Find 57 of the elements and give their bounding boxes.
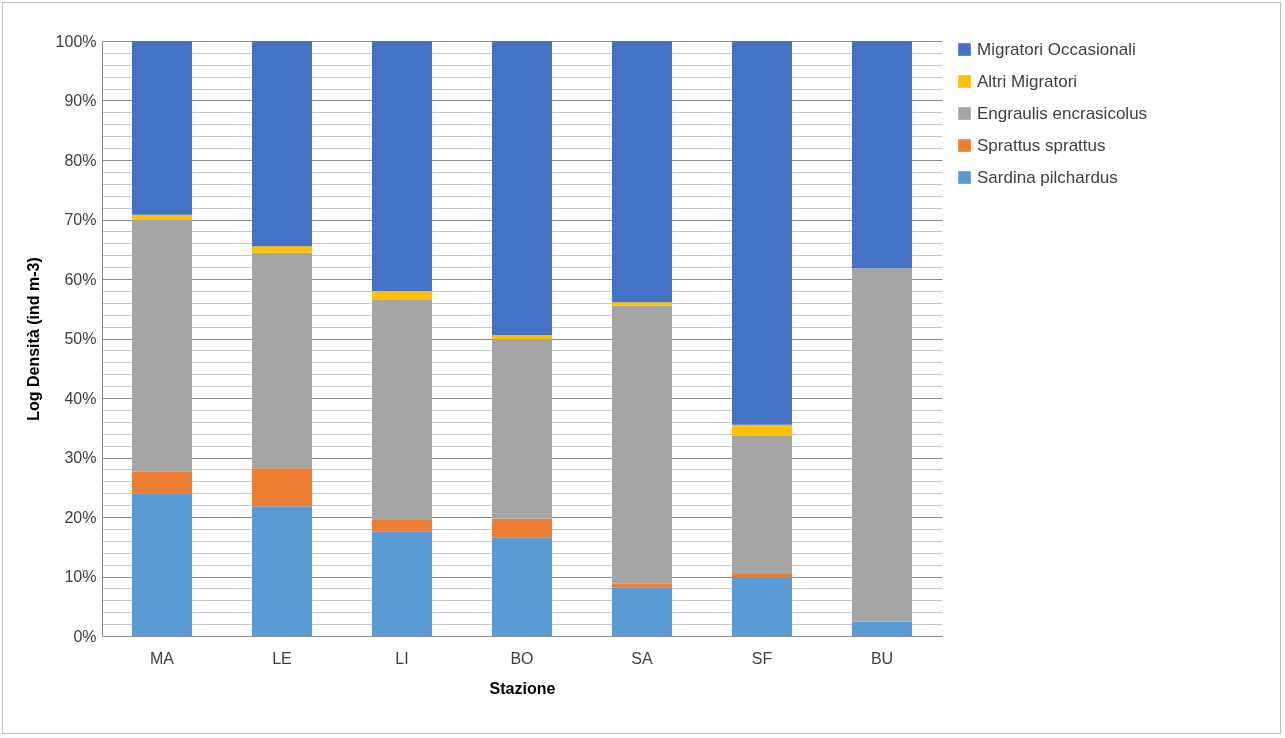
legend-label: Sprattus sprattus xyxy=(977,135,1106,155)
y-tick-label: 90% xyxy=(64,92,97,109)
x-axis-title: Stazione xyxy=(489,679,556,697)
bar xyxy=(612,587,672,636)
bar xyxy=(612,41,672,303)
bar xyxy=(252,246,312,253)
bar xyxy=(732,41,792,425)
y-tick-label: 100% xyxy=(55,32,97,50)
y-axis-title: Log Densità (ind m-3) xyxy=(24,257,42,421)
legend-label: Engraulis encrasicolus xyxy=(977,103,1148,123)
x-tick-label: BO xyxy=(510,649,534,667)
legend-label: Migratori Occasionali xyxy=(977,39,1136,59)
y-tick-label: 20% xyxy=(64,508,97,526)
bar xyxy=(732,424,792,437)
bar xyxy=(372,519,432,532)
bar xyxy=(852,621,912,636)
bar xyxy=(132,220,192,472)
bar xyxy=(492,41,552,335)
bar xyxy=(132,214,192,221)
y-tick-label: 10% xyxy=(64,568,97,585)
y-tick-label: 0% xyxy=(73,627,97,645)
bar xyxy=(612,305,672,584)
x-tick-label: SA xyxy=(631,649,653,667)
y-tick-label: 50% xyxy=(64,330,97,347)
x-tick-label: MA xyxy=(150,649,175,667)
bar xyxy=(852,41,912,269)
bar xyxy=(132,41,192,215)
bar xyxy=(612,302,672,306)
bar xyxy=(732,574,792,578)
bar xyxy=(132,493,192,636)
bar xyxy=(372,290,432,300)
y-tick-label: 80% xyxy=(64,151,97,169)
legend-label: Sardina pilchardus xyxy=(977,167,1118,187)
bar xyxy=(372,531,432,636)
bar xyxy=(732,436,792,575)
bar xyxy=(252,41,312,247)
bar xyxy=(732,577,792,636)
y-tick-label: 40% xyxy=(64,389,97,407)
bar xyxy=(372,41,432,291)
bar xyxy=(492,537,552,636)
bar xyxy=(252,468,312,507)
bar xyxy=(852,268,912,622)
bar xyxy=(492,518,552,538)
y-tick-label: 60% xyxy=(64,270,97,288)
x-tick-label: SF xyxy=(751,649,773,667)
bar xyxy=(372,299,432,520)
x-tick-label: LE xyxy=(272,649,292,667)
bar xyxy=(252,506,312,636)
bar xyxy=(252,252,312,469)
x-tick-label: LI xyxy=(395,649,409,667)
y-tick-label: 70% xyxy=(64,211,97,228)
bar xyxy=(492,334,552,340)
x-tick-label: BU xyxy=(870,649,894,667)
bar xyxy=(492,339,552,519)
legend-label: Altri Migratori xyxy=(977,71,1078,91)
bar xyxy=(132,471,192,494)
y-tick-label: 30% xyxy=(64,449,97,466)
